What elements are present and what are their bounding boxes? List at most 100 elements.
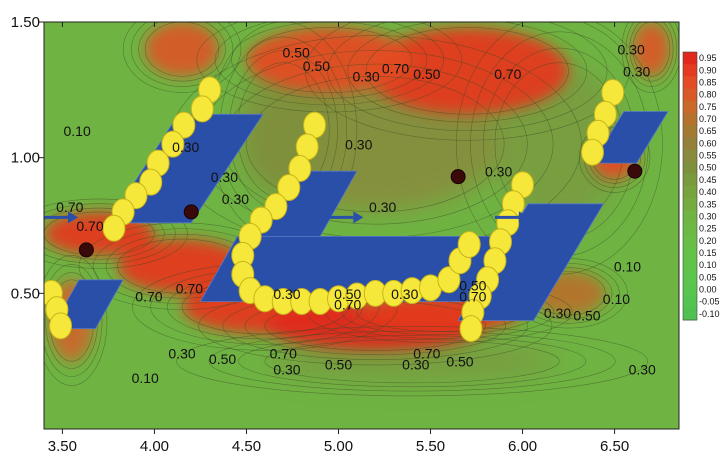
colorbar-swatch — [683, 161, 697, 175]
contour-label: 0.70 — [135, 288, 162, 304]
colorbar-swatch — [683, 88, 697, 102]
colorbar-swatch — [683, 222, 697, 236]
colorbar-swatch — [683, 234, 697, 248]
contour-label: 0.70 — [459, 288, 486, 304]
colorbar-swatch — [683, 112, 697, 126]
colorbar-label: 0.35 — [699, 199, 717, 209]
contour-line — [621, 22, 679, 93]
contour-line — [138, 22, 226, 82]
x-tick-label: 4.00 — [140, 438, 169, 455]
contour-line — [238, 335, 587, 388]
contour-label: 0.50 — [209, 351, 236, 367]
hot-zone — [145, 22, 219, 77]
colorbar-swatch — [683, 246, 697, 260]
colorbar-swatch — [683, 52, 697, 65]
contour-label: 0.30 — [369, 199, 396, 215]
contour-label: 0.30 — [618, 42, 645, 58]
colorbar-swatch — [683, 307, 697, 321]
colorbar-swatch — [683, 173, 697, 187]
contour-label: 0.50 — [283, 44, 310, 60]
contour-label: 0.30 — [485, 164, 512, 180]
hot-zone — [366, 27, 569, 115]
flow-arrows — [44, 211, 529, 224]
contour-label: 0.30 — [629, 362, 656, 378]
colorbar-label: 0.70 — [699, 114, 717, 124]
bead — [49, 312, 73, 340]
bead — [161, 130, 185, 158]
colorbar-label: 0.65 — [699, 126, 717, 136]
x-tick-label: 3.50 — [48, 438, 77, 455]
contour-label: 0.30 — [172, 139, 199, 155]
contour-label: 0.50 — [413, 66, 440, 82]
colorbar-label: 0.80 — [699, 90, 717, 100]
colorbar-swatch — [683, 137, 697, 150]
colorbar-label: 0.10 — [699, 260, 717, 270]
colorbar-label: 0.00 — [699, 285, 717, 295]
colorbar-swatch — [683, 271, 697, 284]
contour-line — [246, 27, 413, 93]
bead — [437, 266, 461, 294]
colorbar-label: 0.30 — [699, 211, 717, 221]
bead — [277, 174, 301, 202]
contour-line — [347, 22, 588, 123]
contour-label: 0.50 — [459, 278, 486, 294]
contour-line — [365, 27, 569, 115]
contour-label: 0.30 — [391, 286, 418, 302]
contour-label: 0.30 — [623, 63, 650, 79]
colorbar-label: 0.85 — [699, 77, 717, 87]
contour-line — [44, 207, 165, 260]
x-axis: 3.50 4.00 4.50 5.00 5.50 6.00 6.50 — [48, 22, 629, 455]
colorbar-swatch — [683, 283, 697, 297]
colorbar-swatch — [683, 259, 697, 272]
plot-area: 0.100.500.500.300.70 0.50 0.700.300.300.30… — [44, 22, 679, 429]
contour-label: 0.50 — [303, 58, 330, 74]
flow-arrow-head — [518, 211, 529, 224]
contour-line — [44, 255, 108, 386]
plate — [591, 111, 669, 164]
vortex-marker — [627, 163, 643, 179]
contour-label: 0.70 — [76, 218, 103, 234]
vortex-marker — [183, 204, 199, 220]
contour-line — [44, 264, 103, 377]
colorbar-swatch — [683, 186, 697, 199]
y-tick-label: 0.50 — [11, 285, 40, 302]
y-axis: 1.50 1.00 0.50 — [11, 14, 44, 302]
colorbar: 0.95 0.90 0.85 0.80 0.75 0.70 0.65 0.60 0.55 0.50… — [682, 51, 720, 321]
colorbar-label: 0.25 — [699, 224, 717, 234]
y-tick-label: 1.50 — [11, 14, 40, 31]
colorbar-swatch — [683, 198, 697, 211]
colorbar-swatch — [683, 64, 697, 77]
contour-line — [231, 22, 428, 99]
contour-line — [176, 326, 649, 397]
colorbar-label: 0.40 — [699, 187, 717, 197]
contour-label: 0.30 — [168, 345, 195, 361]
contour-label: 0.30 — [273, 362, 300, 378]
colorbar-label: -0.10 — [699, 309, 720, 319]
colorbar-label: 0.15 — [699, 248, 717, 258]
contour-label: 0.30 — [345, 137, 372, 153]
hot-zone — [632, 22, 670, 77]
contour-label: 0.50 — [446, 354, 473, 370]
contour-label: 0.10 — [614, 259, 641, 275]
colorbar-swatch — [683, 125, 697, 138]
flow-arrow-head — [353, 211, 364, 224]
colorbar-label: 0.50 — [699, 163, 717, 173]
bead — [288, 155, 312, 183]
vortex-marker — [78, 242, 94, 258]
contour-label: 0.70 — [382, 61, 409, 77]
colorbar-label: 0.75 — [699, 102, 717, 112]
colorbar-label: 0.05 — [699, 272, 717, 282]
contour-labels: 0.100.500.500.300.70 0.50 0.700.300.300.30… — [56, 42, 656, 386]
colorbar-label: 0.55 — [699, 151, 717, 161]
contour-label: 0.10 — [603, 291, 630, 307]
y-tick-label: 1.00 — [11, 150, 40, 167]
colorbar-swatch — [683, 295, 697, 309]
contour-label: 0.10 — [132, 370, 159, 386]
contour-label: 0.30 — [211, 169, 238, 185]
contour-line — [196, 22, 463, 113]
colorbar-frame — [682, 51, 698, 321]
olive-zone — [264, 339, 560, 383]
bead — [459, 315, 483, 343]
contour-line — [578, 122, 651, 193]
